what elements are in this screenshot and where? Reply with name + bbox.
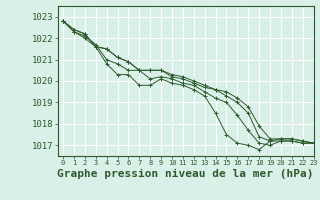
X-axis label: Graphe pression niveau de la mer (hPa): Graphe pression niveau de la mer (hPa) [57,169,314,179]
